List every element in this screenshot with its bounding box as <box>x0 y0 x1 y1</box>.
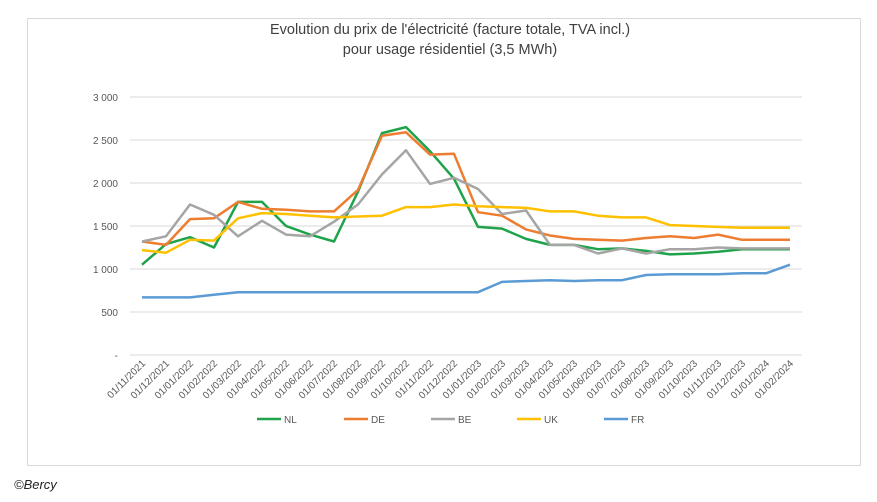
y-tick-label: 1 500 <box>93 222 118 233</box>
chart-title-line: Evolution du prix de l'électricité (fact… <box>270 22 630 38</box>
legend-label: DE <box>371 415 385 426</box>
y-tick-label: - <box>115 351 118 362</box>
legend-item-fr: FR <box>604 415 644 426</box>
y-tick-label: 2 000 <box>93 179 118 190</box>
legend-label: FR <box>631 415 644 426</box>
series-line-de <box>141 131 790 247</box>
y-tick-label: 2 500 <box>93 136 118 147</box>
legend-label: BE <box>458 415 472 426</box>
series-line-be <box>141 149 790 255</box>
series-line-fr <box>142 263 791 299</box>
credit: ©Bercy <box>14 477 57 492</box>
legend-item-uk: UK <box>517 415 558 426</box>
series-line-nl <box>141 125 790 266</box>
y-tick-label: 500 <box>101 308 118 319</box>
chart-title-line: pour usage résidentiel (3,5 MWh) <box>343 42 557 58</box>
y-tick-label: 3 000 <box>93 93 118 104</box>
chart-frame <box>27 18 861 466</box>
legend-item-be: BE <box>431 415 472 426</box>
y-tick-label: 1 000 <box>93 265 118 276</box>
series-line-uk <box>141 203 790 254</box>
legend-label: NL <box>284 415 297 426</box>
legend-item-de: DE <box>344 415 385 426</box>
legend-item-nl: NL <box>257 415 297 426</box>
legend-label: UK <box>544 415 558 426</box>
